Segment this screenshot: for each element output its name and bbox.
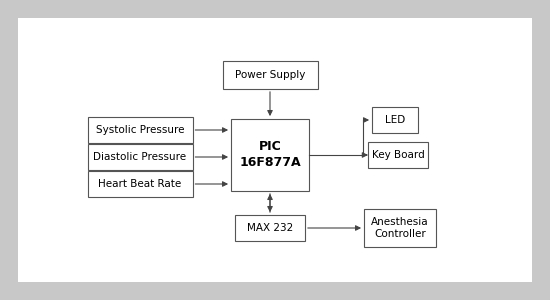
Bar (372, 107, 418, 133)
Text: Key Board: Key Board (372, 150, 425, 160)
Bar (87, 144, 192, 170)
Text: Systolic Pressure: Systolic Pressure (96, 125, 184, 135)
Bar (87, 171, 192, 197)
Bar (364, 209, 436, 247)
Text: LED: LED (385, 115, 405, 125)
Text: Diastolic Pressure: Diastolic Pressure (94, 152, 186, 162)
Text: Heart Beat Rate: Heart Beat Rate (98, 179, 182, 189)
Text: Anesthesia
Controller: Anesthesia Controller (371, 217, 429, 239)
Bar (18, 18, 532, 282)
Text: PIC
16F877A: PIC 16F877A (239, 140, 301, 169)
Bar (231, 119, 309, 191)
Text: MAX 232: MAX 232 (247, 223, 293, 233)
Bar (368, 142, 428, 168)
Bar (235, 215, 305, 241)
Bar (87, 117, 192, 143)
Bar (223, 61, 317, 89)
Text: Power Supply: Power Supply (235, 70, 305, 80)
